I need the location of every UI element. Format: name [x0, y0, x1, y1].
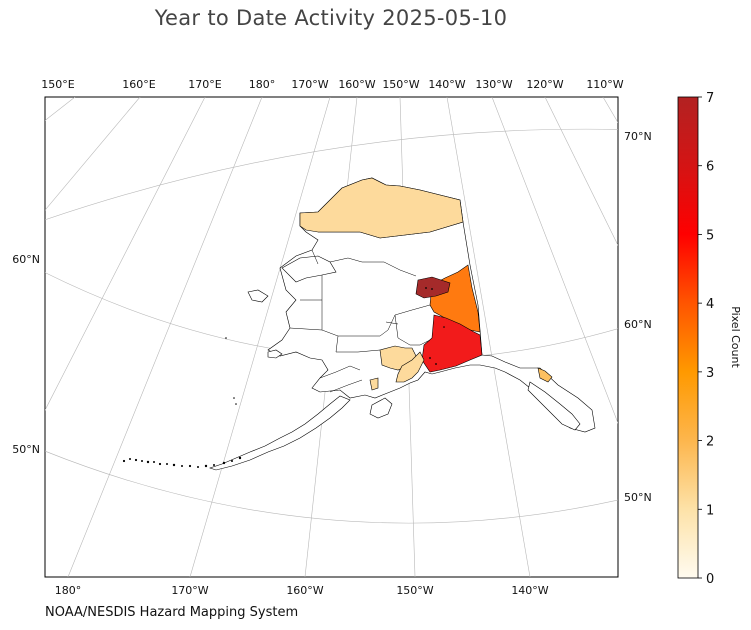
kodiak-island	[369, 397, 393, 419]
credit-text: NOAA/NESDIS Hazard Mapping System	[45, 605, 299, 620]
aleutian-islands	[122, 337, 242, 468]
region-north-slope	[299, 177, 464, 239]
colorbar-tick-label: 7	[706, 91, 714, 106]
colorbar-tick-label: 3	[706, 366, 714, 381]
seward-peninsula	[281, 255, 337, 283]
graticule-label: 50°N	[624, 491, 652, 504]
graticule-label: 70°N	[624, 130, 652, 143]
colorbar-gradient	[677, 96, 699, 579]
nunivak-island	[267, 349, 283, 359]
graticule-label: 120°W	[526, 78, 563, 91]
region-haines	[537, 367, 553, 383]
graticule-labels: 150°E 160°E 170°E 180° 170°W 160°W 150°W 140°W 1…	[12, 78, 651, 597]
graticule-label: 160°E	[122, 78, 155, 91]
graticule-label: 110°W	[586, 78, 623, 91]
map-content	[45, 97, 618, 577]
graticule-label: 150°W	[396, 584, 433, 597]
graticule-label: 160°W	[286, 584, 323, 597]
colorbar-ticks: 0 1 2 3 4 5 6 7	[698, 91, 714, 587]
graticule-label: 50°N	[12, 443, 40, 456]
colorbar-tick-label: 0	[706, 572, 714, 587]
region-kenai-peninsula	[395, 351, 425, 383]
colorbar: 0 1 2 3 4 5 6 7 Pixel Count	[677, 91, 742, 587]
graticule-label: 170°W	[171, 584, 208, 597]
graticule-label: 150°E	[41, 78, 74, 91]
colorbar-tick-label: 6	[706, 160, 714, 175]
graticule-label: 170°E	[188, 78, 221, 91]
graticule-label: 140°W	[428, 78, 465, 91]
colorbar-tick-label: 2	[706, 435, 714, 450]
graticule-label: 60°N	[12, 253, 40, 266]
southeast-panhandle-islands	[527, 381, 581, 431]
graticule-label: 150°W	[382, 78, 419, 91]
graticule-label: 130°W	[475, 78, 512, 91]
colorbar-tick-label: 1	[706, 503, 714, 518]
graticule-label: 170°W	[291, 78, 328, 91]
colorbar-tick-label: 4	[706, 297, 714, 312]
region-southeast-fairbanks	[421, 314, 483, 373]
page-title: Year to Date Activity 2025-05-10	[154, 6, 508, 30]
graticule-label: 160°W	[338, 78, 375, 91]
colorbar-label: Pixel Count	[729, 306, 742, 368]
graticule-label: 60°N	[624, 318, 652, 331]
graticule-label: 180°	[249, 78, 276, 91]
colorbar-tick-label: 5	[706, 228, 714, 243]
activity-regions	[299, 177, 553, 391]
region-kenai-west	[369, 377, 379, 391]
graticule-label: 180°	[55, 584, 82, 597]
alaska-peninsula	[209, 395, 351, 471]
graticule-longitudes	[45, 97, 618, 577]
st-lawrence-island	[247, 289, 269, 303]
region-fairbanks-north-star	[415, 276, 451, 299]
graticule-label: 140°W	[511, 584, 548, 597]
fire-detections	[425, 287, 445, 365]
